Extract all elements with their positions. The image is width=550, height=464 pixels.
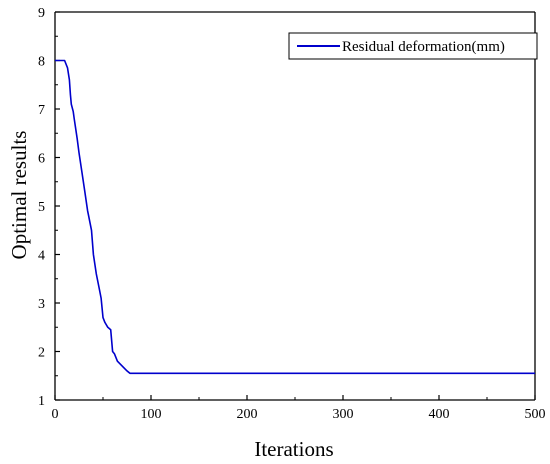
y-tick-label: 9 (38, 6, 45, 21)
series-line-residual-deformation (55, 59, 535, 375)
y-tick-label: 4 (38, 249, 45, 264)
plot-frame (54, 11, 536, 401)
y-tick-label: 1 (38, 394, 45, 409)
y-tick-label: 8 (38, 55, 45, 70)
y-tick-label: 7 (38, 103, 45, 118)
x-axis-ticks: 0 100 200 300 400 500 (52, 395, 546, 422)
x-tick-label: 400 (429, 407, 450, 422)
x-tick-label: 100 (141, 407, 162, 422)
x-axis-title: Iterations (254, 437, 333, 461)
x-tick-label: 0 (52, 407, 59, 422)
y-tick-label: 3 (38, 297, 45, 312)
x-tick-label: 500 (525, 407, 546, 422)
y-axis-ticks: 1 2 3 4 5 6 7 8 9 (38, 6, 60, 409)
x-tick-label: 300 (333, 407, 354, 422)
y-tick-label: 5 (38, 200, 45, 215)
series-layer (55, 59, 535, 375)
legend: Residual deformation(mm) (288, 32, 538, 60)
legend-label: Residual deformation(mm) (342, 39, 505, 55)
y-axis-title: Optimal results (7, 131, 31, 260)
x-tick-label: 200 (237, 407, 258, 422)
y-tick-label: 6 (38, 152, 45, 167)
y-tick-label: 2 (38, 346, 45, 361)
